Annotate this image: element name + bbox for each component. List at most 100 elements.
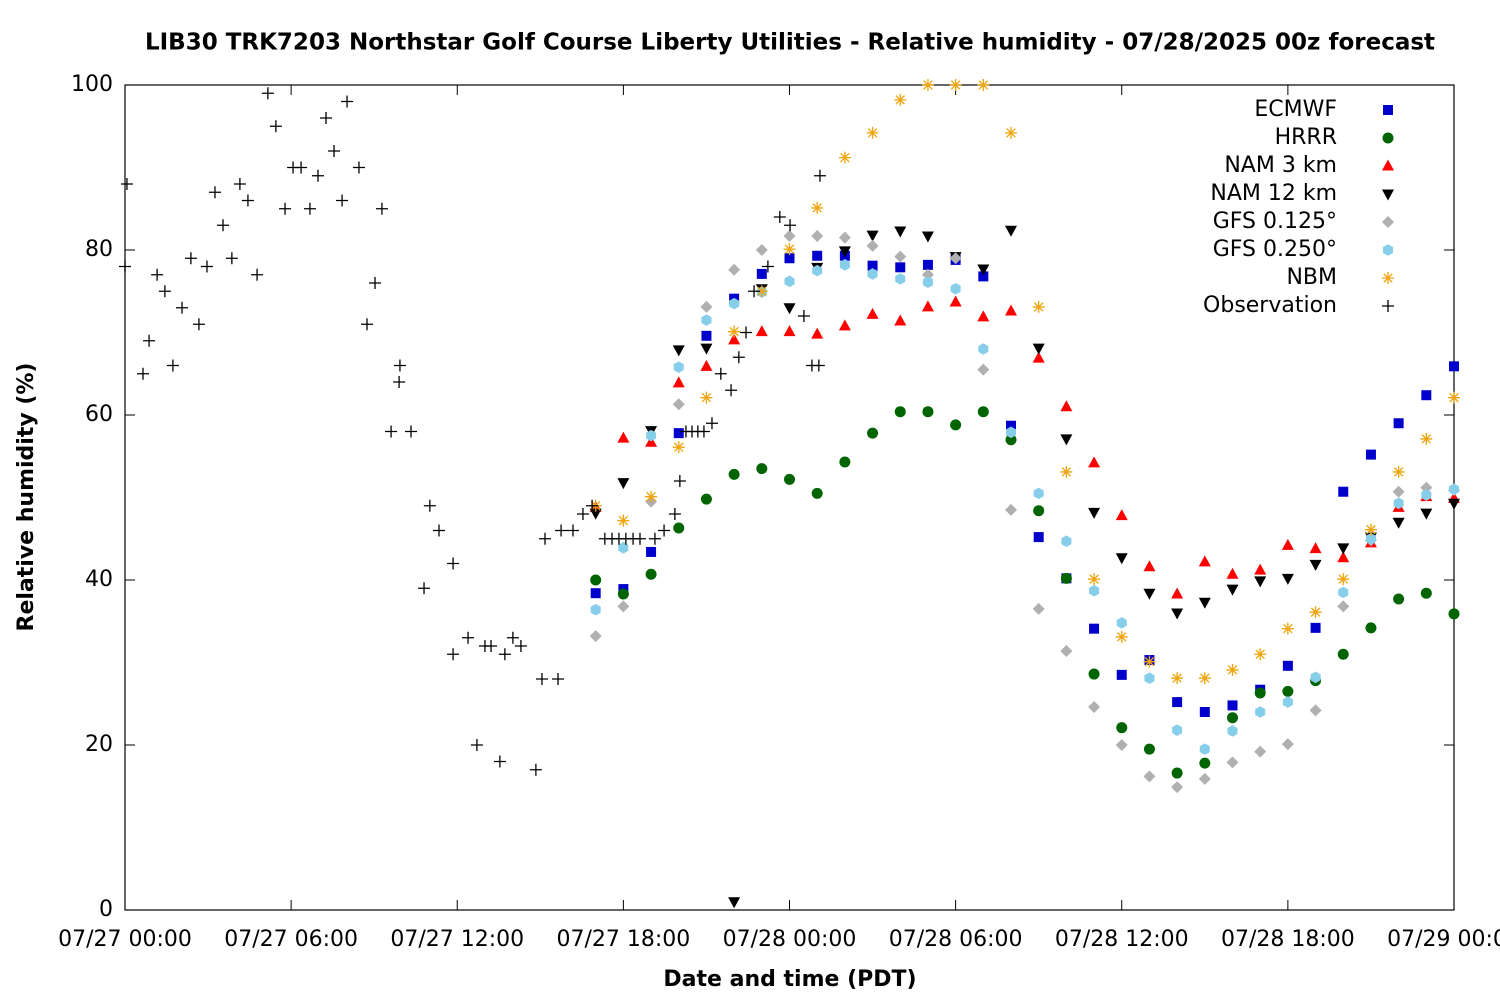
data-point	[1226, 756, 1239, 769]
data-point	[1337, 543, 1350, 555]
data-point	[1032, 343, 1045, 355]
data-point	[728, 468, 740, 480]
data-point	[1005, 304, 1017, 316]
data-point	[700, 359, 713, 371]
data-point	[672, 345, 685, 357]
data-point	[295, 161, 308, 174]
data-point	[261, 87, 274, 100]
data-point	[922, 276, 933, 288]
data-point	[783, 229, 796, 242]
data-point	[672, 398, 685, 411]
data-point	[950, 419, 962, 431]
data-point	[1060, 400, 1073, 412]
data-point	[617, 514, 630, 527]
data-point	[894, 314, 907, 326]
data-point	[838, 246, 851, 258]
data-point	[369, 277, 382, 289]
data-point	[922, 406, 934, 418]
data-point	[1254, 745, 1267, 758]
data-point	[839, 259, 850, 271]
data-point	[617, 431, 630, 443]
data-point	[341, 95, 354, 108]
data-point	[673, 522, 685, 534]
data-point	[1171, 767, 1183, 779]
data-point	[1172, 697, 1183, 708]
data-point	[1338, 586, 1349, 599]
data-point	[590, 574, 602, 586]
data-point	[328, 145, 341, 157]
data-point	[552, 673, 565, 685]
data-point	[673, 475, 686, 487]
data-point	[838, 319, 851, 331]
x-tick-label: 07/27 06:00	[224, 927, 358, 952]
data-point	[136, 367, 149, 380]
data-point	[921, 268, 934, 281]
y-axis-label: Relative humidity (%)	[14, 363, 39, 632]
data-point	[493, 755, 506, 768]
data-point	[729, 297, 740, 310]
data-point	[303, 202, 316, 215]
data-point	[279, 202, 292, 215]
data-point	[1032, 300, 1045, 313]
data-point	[1116, 722, 1128, 734]
data-point	[423, 499, 436, 512]
data-point	[812, 264, 823, 277]
legend-label: GFS 0.250°	[1213, 237, 1337, 262]
data-point	[646, 429, 657, 442]
data-point	[1449, 361, 1459, 372]
data-point	[645, 490, 658, 503]
x-tick-label: 07/28 12:00	[1055, 927, 1189, 952]
data-point	[1144, 672, 1155, 684]
data-point	[385, 425, 398, 438]
data-point	[922, 259, 933, 270]
data-point	[1282, 696, 1293, 708]
legend-marker	[1382, 244, 1394, 256]
x-tick-label: 07/27 18:00	[556, 927, 690, 952]
x-tick-label: 07/28 18:00	[1221, 927, 1355, 952]
data-point	[1005, 126, 1017, 139]
data-point	[1227, 725, 1238, 737]
y-tick-label: 40	[85, 567, 113, 592]
data-point	[894, 250, 907, 263]
data-point	[1420, 432, 1433, 445]
data-point	[978, 271, 989, 282]
data-point	[728, 333, 741, 345]
data-point	[1365, 622, 1377, 634]
data-point	[1281, 738, 1294, 751]
data-point	[393, 376, 406, 388]
data-point	[950, 282, 961, 295]
data-point	[633, 532, 646, 545]
data-point	[311, 169, 324, 182]
data-point	[1143, 560, 1156, 572]
data-point	[589, 630, 602, 643]
chart-title: LIB30 TRK7203 Northstar Golf Course Libe…	[145, 30, 1435, 56]
data-point	[1115, 509, 1128, 521]
data-point	[158, 285, 171, 298]
data-point	[1226, 663, 1239, 676]
data-point	[352, 161, 365, 174]
data-point	[1421, 489, 1432, 501]
data-point	[646, 546, 657, 557]
legend-label: Observation	[1203, 293, 1337, 318]
legend-label: GFS 0.125°	[1213, 209, 1337, 234]
data-point	[1143, 588, 1156, 600]
data-point	[1392, 517, 1405, 529]
data-point	[1281, 573, 1294, 585]
data-point	[714, 367, 727, 380]
data-point	[1309, 542, 1322, 554]
data-point	[470, 739, 483, 751]
data-point	[1032, 602, 1045, 615]
data-point	[119, 260, 131, 273]
data-point	[1392, 465, 1405, 478]
data-point	[251, 268, 264, 281]
data-point	[1199, 757, 1211, 769]
data-point	[1060, 572, 1072, 584]
data-point	[1115, 630, 1128, 643]
legend-label: HRRR	[1275, 125, 1337, 150]
data-point	[555, 524, 568, 537]
data-point	[1172, 724, 1183, 736]
data-point	[143, 334, 156, 347]
data-point	[748, 285, 761, 298]
data-point	[1420, 508, 1433, 520]
data-point	[1448, 608, 1460, 620]
